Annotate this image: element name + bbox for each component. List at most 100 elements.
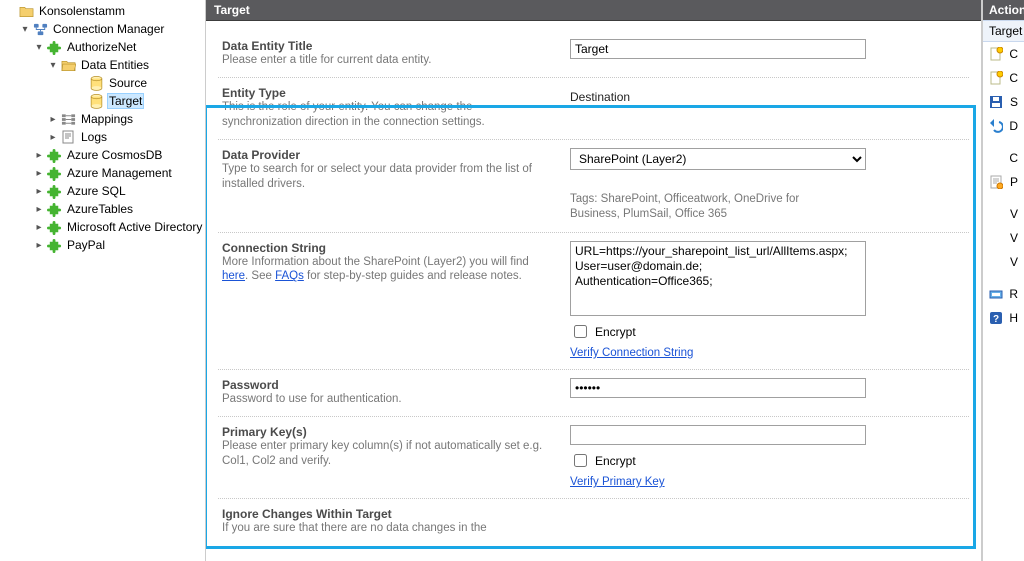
action-item[interactable]: ?H xyxy=(983,306,1024,330)
desc-title: Please enter a title for current data en… xyxy=(222,53,554,67)
label-provider: Data Provider xyxy=(222,148,554,162)
expander-icon[interactable] xyxy=(32,150,46,161)
action-item[interactable]: D xyxy=(983,114,1024,138)
tree-item-mad[interactable]: Microsoft Active Directory xyxy=(4,218,205,236)
label-ignore: Ignore Changes Within Target xyxy=(222,507,554,521)
row-title: Data Entity Title Please enter a title f… xyxy=(218,31,969,78)
tree-item-paypal[interactable]: PayPal xyxy=(4,236,205,254)
action-item[interactable]: S xyxy=(983,90,1024,114)
expander-icon[interactable] xyxy=(46,132,60,143)
expander-icon[interactable] xyxy=(32,42,46,53)
link-here[interactable]: here xyxy=(222,270,245,282)
tree-item-sql[interactable]: Azure SQL xyxy=(4,182,205,200)
tree-item-connection-manager[interactable]: Connection Manager xyxy=(4,20,205,38)
svg-text:?: ? xyxy=(993,314,999,325)
expander-icon[interactable] xyxy=(46,60,60,71)
folder-open-icon xyxy=(60,57,76,73)
desc-entity-type: This is the role of your entity. You can… xyxy=(222,100,554,129)
actions-pane: Actions Target C C S D C P V V V R ?H xyxy=(982,0,1024,561)
database-icon xyxy=(88,75,104,91)
row-password: Password Password to use for authenticat… xyxy=(218,370,969,417)
link-faqs[interactable]: FAQs xyxy=(275,270,304,282)
puzzle-icon xyxy=(46,219,62,235)
doc-icon xyxy=(989,70,1003,86)
expander-icon[interactable] xyxy=(32,240,46,251)
expander-icon[interactable] xyxy=(46,114,60,125)
puzzle-icon xyxy=(46,147,62,163)
tree-item-tables[interactable]: AzureTables xyxy=(4,200,205,218)
label-pk-encrypt: Encrypt xyxy=(595,454,636,468)
tree-item-target[interactable]: Target xyxy=(4,92,205,110)
tree-item-logs[interactable]: Logs xyxy=(4,128,205,146)
action-item[interactable]: P xyxy=(983,170,1024,194)
puzzle-icon xyxy=(46,39,62,55)
input-password[interactable] xyxy=(570,378,866,398)
label-entity-type: Entity Type xyxy=(222,86,554,100)
puzzle-icon xyxy=(46,237,62,253)
puzzle-icon xyxy=(46,201,62,217)
row-primary-key: Primary Key(s) Please enter primary key … xyxy=(218,417,969,499)
label-pk: Primary Key(s) xyxy=(222,425,554,439)
tree-item-source[interactable]: Source xyxy=(4,74,205,92)
action-item[interactable]: V xyxy=(983,226,1024,250)
label-conn-encrypt: Encrypt xyxy=(595,325,636,339)
link-verify-conn[interactable]: Verify Connection String xyxy=(570,347,965,359)
action-item[interactable]: C xyxy=(983,146,1024,170)
actions-header: Actions xyxy=(983,0,1024,20)
desc-ignore: If you are sure that there are no data c… xyxy=(222,521,554,535)
expander-icon[interactable] xyxy=(32,222,46,233)
input-pk[interactable] xyxy=(570,425,866,445)
label-conn: Connection String xyxy=(222,241,554,255)
label-password: Password xyxy=(222,378,554,392)
action-item[interactable]: R xyxy=(983,282,1024,306)
value-entity-type: Destination xyxy=(570,86,965,104)
tree-item-mappings[interactable]: Mappings xyxy=(4,110,205,128)
tree-item-root[interactable]: Konsolenstamm xyxy=(4,2,205,20)
row-connection-string: Connection String More Information about… xyxy=(218,233,969,370)
row-ignore-changes: Ignore Changes Within Target If you are … xyxy=(218,499,969,545)
panel-header: Target xyxy=(206,0,981,21)
textarea-conn[interactable]: URL=https://your_sharepoint_list_url/All… xyxy=(570,241,866,316)
text-provider-tags: Tags: SharePoint, Officeatwork, OneDrive… xyxy=(570,192,850,222)
link-verify-pk[interactable]: Verify Primary Key xyxy=(570,476,965,488)
action-item[interactable]: V xyxy=(983,202,1024,226)
undo-icon xyxy=(989,118,1003,134)
doc-icon xyxy=(989,46,1003,62)
desc-conn: More Information about the SharePoint (L… xyxy=(222,255,554,284)
puzzle-icon xyxy=(46,165,62,181)
logs-icon xyxy=(60,129,76,145)
actions-subheader: Target xyxy=(983,20,1024,42)
tree-item-management[interactable]: Azure Management xyxy=(4,164,205,182)
blank-icon xyxy=(989,206,1004,222)
input-title[interactable] xyxy=(570,39,866,59)
action-item[interactable]: C xyxy=(983,66,1024,90)
action-item[interactable]: V xyxy=(983,250,1024,274)
doc-icon xyxy=(989,150,1003,166)
save-icon xyxy=(989,94,1004,110)
expander-icon[interactable] xyxy=(32,186,46,197)
tree-item-cosmos[interactable]: Azure CosmosDB xyxy=(4,146,205,164)
row-entity-type: Entity Type This is the role of your ent… xyxy=(218,78,969,140)
mappings-icon xyxy=(60,111,76,127)
tree-sidebar: Konsolenstamm Connection Manager Authori… xyxy=(0,0,206,561)
tree-item-authorizenet[interactable]: AuthorizeNet xyxy=(4,38,205,56)
tree-item-data-entities[interactable]: Data Entities xyxy=(4,56,205,74)
tool-icon xyxy=(989,286,1003,302)
expander-icon[interactable] xyxy=(32,204,46,215)
action-item[interactable]: C xyxy=(983,42,1024,66)
row-provider: Data Provider Type to search for or sele… xyxy=(218,140,969,233)
blank-icon xyxy=(989,230,1004,246)
checkbox-pk-encrypt[interactable] xyxy=(574,454,587,467)
help-icon: ? xyxy=(989,310,1003,326)
manager-icon xyxy=(32,21,48,37)
label-title: Data Entity Title xyxy=(222,39,554,53)
puzzle-icon xyxy=(46,183,62,199)
blank-icon xyxy=(989,254,1004,270)
page-icon xyxy=(989,174,1004,190)
select-provider[interactable]: SharePoint (Layer2) xyxy=(570,148,866,170)
database-icon xyxy=(88,93,104,109)
expander-icon[interactable] xyxy=(18,24,32,35)
desc-provider: Type to search for or select your data p… xyxy=(222,162,554,191)
expander-icon[interactable] xyxy=(32,168,46,179)
checkbox-conn-encrypt[interactable] xyxy=(574,325,587,338)
